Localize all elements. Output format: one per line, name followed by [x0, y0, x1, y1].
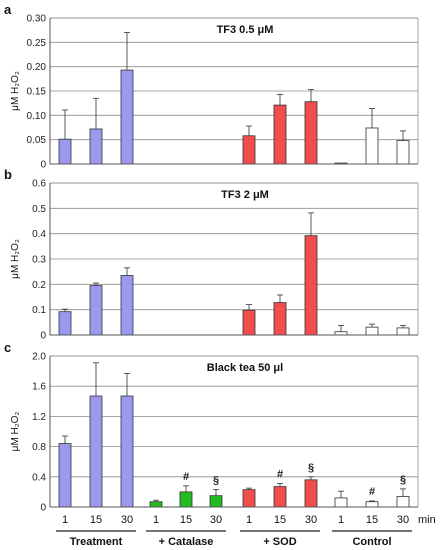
significance-mark: §: [213, 475, 219, 487]
y-tick-label: 0.05: [27, 135, 47, 146]
group-label: Treatment: [70, 536, 123, 548]
bar: [120, 395, 134, 508]
y-tick-label: 0.30: [27, 14, 47, 25]
y-tick-label: 0.10: [27, 111, 47, 122]
y-tick-label: 0.15: [27, 87, 47, 98]
y-tick-label: 0.4: [32, 472, 46, 483]
panel-a: 0 0.05 0.10 0.15 0.20 0.25 0.30 a TF3 0.5 μM μM H…: [4, 2, 419, 171]
bar: [273, 302, 287, 336]
x-tick-label: 30: [210, 514, 222, 526]
bar: [120, 275, 134, 336]
x-tick-label: 30: [305, 514, 317, 526]
y-tick-label: 0.2: [32, 280, 46, 291]
panel-letter: b: [4, 167, 12, 182]
x-tick-label: 30: [397, 514, 409, 526]
bar: [304, 101, 318, 165]
group-label: + Catalase: [159, 536, 214, 548]
bar: [365, 127, 379, 165]
group-label: Control: [352, 536, 391, 548]
significance-mark: §: [400, 474, 406, 486]
x-tick-label: 1: [338, 514, 344, 526]
significance-mark: #: [369, 486, 375, 498]
y-tick-label: 0.4: [32, 229, 46, 240]
x-tick-label: 30: [121, 514, 133, 526]
bar: [334, 497, 348, 508]
y-tick-label: 0.20: [27, 62, 47, 73]
bar: [120, 69, 134, 165]
bar: [242, 135, 256, 165]
x-tick-label: 15: [274, 514, 286, 526]
x-tick-label: 1: [246, 514, 252, 526]
significance-mark: #: [277, 469, 283, 481]
x-tick-label: 15: [90, 514, 102, 526]
bar: [89, 128, 103, 165]
panel-title: TF3 2 μM: [221, 189, 269, 201]
panel-title: TF3 0.5 μM: [217, 24, 274, 36]
bar: [273, 486, 287, 508]
y-tick-label: 0: [40, 503, 46, 514]
panel-title: Black tea 50 μl: [207, 362, 283, 374]
y-tick-label: 0.6: [32, 179, 46, 190]
bar: [209, 495, 223, 508]
bar: [396, 140, 410, 165]
panel-letter: a: [4, 2, 12, 17]
bar: [58, 443, 72, 508]
bar: [89, 395, 103, 508]
y-tick-label: 1.6: [32, 382, 46, 393]
bar: [89, 285, 103, 336]
bar: [58, 311, 72, 336]
x-tick-label: 1: [153, 514, 159, 526]
y-tick-label: 0.1: [32, 305, 46, 316]
x-unit-label: min: [418, 514, 436, 526]
y-tick-label: 0.5: [32, 204, 46, 215]
bar: [396, 327, 410, 336]
y-tick-label: 0: [40, 331, 46, 342]
panel-b: 0 0.1 0.2 0.3 0.4 0.5 0.6 b TF3 2 μM μM H₂O₂: [4, 167, 419, 342]
y-axis-label: μM H₂O₂: [10, 71, 21, 111]
bar: [242, 309, 256, 336]
significance-mark: §: [308, 462, 314, 474]
x-tick-label: 15: [180, 514, 192, 526]
bar: [179, 491, 193, 508]
y-tick-label: 0: [40, 160, 46, 171]
bar: [304, 235, 318, 336]
y-tick-label: 0.8: [32, 442, 46, 453]
y-axis-label: μM H₂O₂: [10, 239, 21, 279]
panel-letter: c: [4, 340, 11, 355]
bar: [396, 496, 410, 508]
bar: [273, 104, 287, 165]
x-tick-label: 15: [366, 514, 378, 526]
bar: [149, 501, 163, 508]
panel-c: 0 0.4 0.8 1.2 1.6 2.0 # § # § # § c Black tea 50 μl μM…: [4, 340, 419, 514]
x-axis-labels: 1 15 30 1 15 30 1 15 30 1 15 30 min Treatment + Catala…: [56, 514, 436, 548]
y-tick-label: 0.3: [32, 255, 46, 266]
y-tick-label: 1.2: [32, 412, 46, 423]
x-tick-label: 1: [62, 514, 68, 526]
bar: [365, 501, 379, 508]
significance-mark: #: [183, 471, 189, 483]
bar: [365, 326, 379, 336]
y-axis-label: μM H₂O₂: [10, 412, 21, 452]
bar: [242, 489, 256, 508]
bar: [58, 138, 72, 165]
bar: [304, 479, 318, 508]
y-tick-label: 2.0: [32, 352, 46, 363]
y-tick-label: 0.25: [27, 38, 47, 49]
group-label: + SOD: [263, 536, 296, 548]
